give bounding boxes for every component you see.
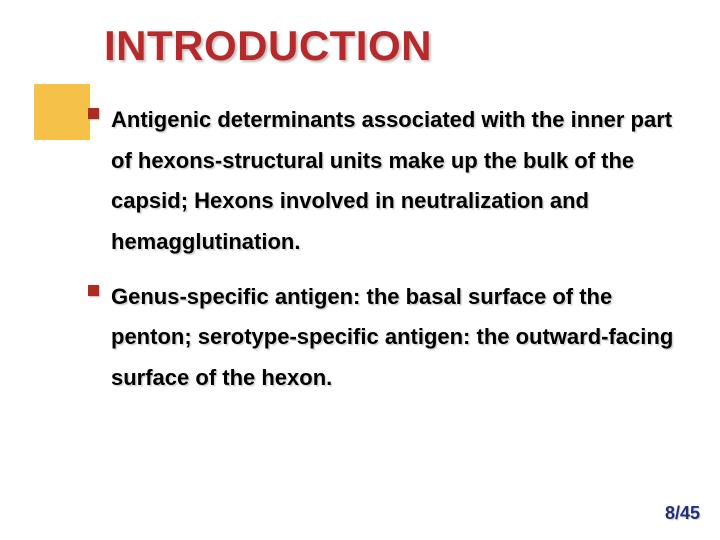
bullet-text: Genus-specific antigen: the basal surfac…: [111, 277, 690, 399]
bullet-item: Genus-specific antigen: the basal surfac…: [88, 277, 690, 399]
bullet-marker-icon: [88, 285, 99, 296]
bullet-item: Antigenic determinants associated with t…: [88, 100, 690, 263]
page-number: 8/45: [665, 503, 700, 524]
bullet-text: Antigenic determinants associated with t…: [111, 100, 690, 263]
bullet-marker-icon: [88, 108, 99, 119]
accent-square: [34, 84, 90, 140]
slide-title: INTRODUCTION: [104, 22, 432, 70]
content-area: Antigenic determinants associated with t…: [88, 100, 690, 413]
